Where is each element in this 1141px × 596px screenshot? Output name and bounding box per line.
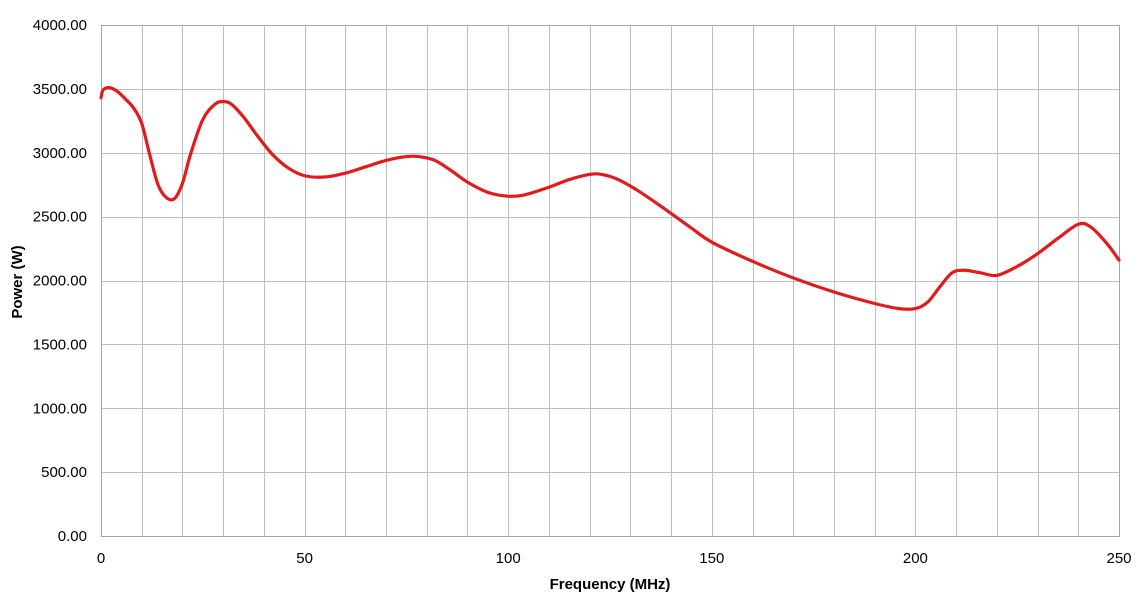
grid — [101, 25, 1120, 537]
y-tick-label: 500.00 — [41, 464, 87, 481]
y-tick-label: 2000.00 — [33, 273, 87, 290]
y-tick-label: 4000.00 — [33, 17, 87, 34]
plot-area-border — [101, 25, 1120, 537]
x-tick-label: 0 — [97, 550, 105, 567]
x-axis-ticks: 0 50 100 150 200 250 — [97, 550, 1132, 567]
y-tick-label: 3500.00 — [33, 81, 87, 98]
x-tick-label: 100 — [496, 550, 521, 567]
y-tick-label: 1500.00 — [33, 336, 87, 353]
x-tick-label: 200 — [903, 550, 928, 567]
x-tick-label: 150 — [699, 550, 724, 567]
x-axis-title: Frequency (MHz) — [550, 576, 671, 593]
y-tick-label: 3000.00 — [33, 145, 87, 162]
series-group — [99, 85, 1121, 311]
y-tick-label: 2500.00 — [33, 209, 87, 226]
y-axis-title: Power (W) — [9, 245, 26, 318]
y-tick-label: 1000.00 — [33, 400, 87, 417]
y-axis-ticks: 0.00 500.00 1000.00 1500.00 2000.00 2500.00 30… — [33, 17, 87, 545]
x-tick-label: 250 — [1106, 550, 1131, 567]
series-line-power — [99, 85, 1121, 311]
x-tick-label: 50 — [296, 550, 313, 567]
y-tick-label: 0.00 — [58, 528, 87, 545]
